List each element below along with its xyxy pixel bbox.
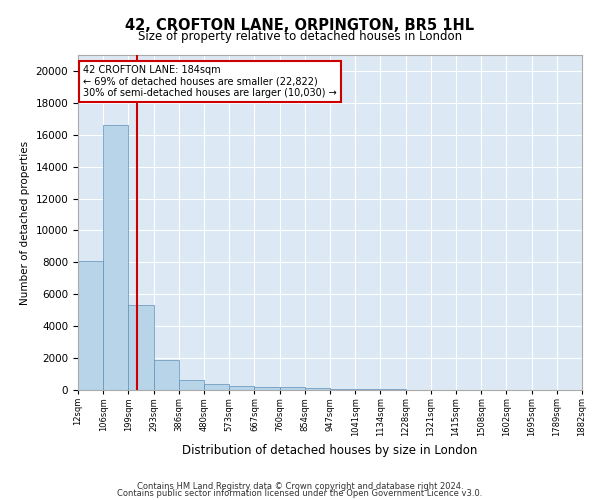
Text: Contains public sector information licensed under the Open Government Licence v3: Contains public sector information licen…	[118, 489, 482, 498]
Bar	[103, 125, 128, 390]
Bar	[179, 380, 204, 390]
Bar	[254, 387, 280, 390]
Bar	[305, 388, 330, 390]
Text: 42 CROFTON LANE: 184sqm
← 69% of detached houses are smaller (22,822)
30% of sem: 42 CROFTON LANE: 184sqm ← 69% of detache…	[83, 65, 337, 98]
Bar	[128, 306, 154, 390]
Bar	[78, 261, 103, 390]
Y-axis label: Number of detached properties: Number of detached properties	[20, 140, 30, 304]
Bar	[154, 360, 179, 390]
Bar	[229, 386, 254, 390]
Text: 42, CROFTON LANE, ORPINGTON, BR5 1HL: 42, CROFTON LANE, ORPINGTON, BR5 1HL	[125, 18, 475, 32]
Bar	[355, 389, 380, 390]
Text: Contains HM Land Registry data © Crown copyright and database right 2024.: Contains HM Land Registry data © Crown c…	[137, 482, 463, 491]
Bar	[204, 384, 229, 390]
X-axis label: Distribution of detached houses by size in London: Distribution of detached houses by size …	[182, 444, 478, 458]
Bar	[280, 388, 305, 390]
Bar	[330, 388, 355, 390]
Text: Size of property relative to detached houses in London: Size of property relative to detached ho…	[138, 30, 462, 43]
